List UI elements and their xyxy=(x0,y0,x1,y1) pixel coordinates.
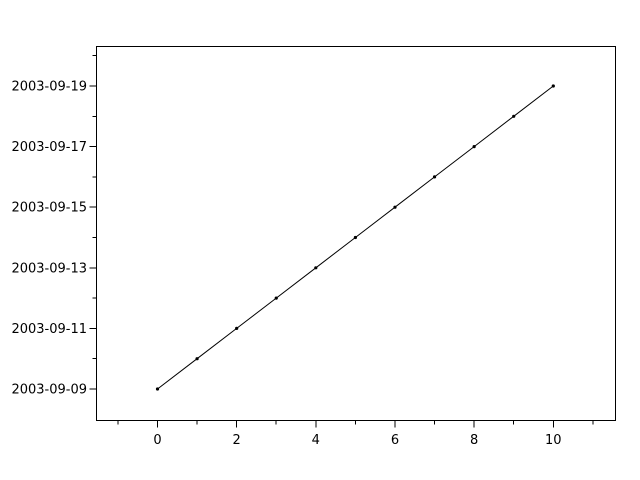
x-tick-label: 2 xyxy=(233,433,241,448)
data-point-marker xyxy=(274,296,278,300)
axes-ticks xyxy=(89,55,594,428)
y-tick-label: 2003-09-19 xyxy=(11,80,87,95)
data-point-marker xyxy=(155,387,160,391)
x-tick-label: 0 xyxy=(153,433,161,448)
y-tick-label: 2003-09-15 xyxy=(11,201,87,216)
x-tick-label: 4 xyxy=(312,433,320,448)
x-tick-label: 6 xyxy=(391,433,399,448)
data-point-marker xyxy=(195,357,199,361)
data-point-marker xyxy=(551,84,555,88)
y-tick-label: 2003-09-17 xyxy=(11,140,87,155)
data-point-marker xyxy=(472,145,476,149)
data-point-marker xyxy=(393,205,397,209)
x-tick-label: 8 xyxy=(470,433,478,448)
data-point-marker xyxy=(353,235,357,240)
x-tick-label: 10 xyxy=(545,433,562,448)
plot-border xyxy=(96,46,616,421)
y-tick-label: 2003-09-13 xyxy=(11,261,87,276)
data-point-marker xyxy=(512,114,516,118)
data-point-marker xyxy=(235,326,239,330)
axes-tick-labels: 0 2 4 6 8 10 2003-09-09 2003-09-11 2003-09-13 200… xyxy=(11,80,561,449)
y-tick-label: 2003-09-11 xyxy=(11,322,87,337)
data-series xyxy=(155,84,555,391)
y-tick-label: 2003-09-09 xyxy=(11,383,87,398)
data-point-marker xyxy=(432,175,437,179)
data-point-marker xyxy=(314,266,318,270)
